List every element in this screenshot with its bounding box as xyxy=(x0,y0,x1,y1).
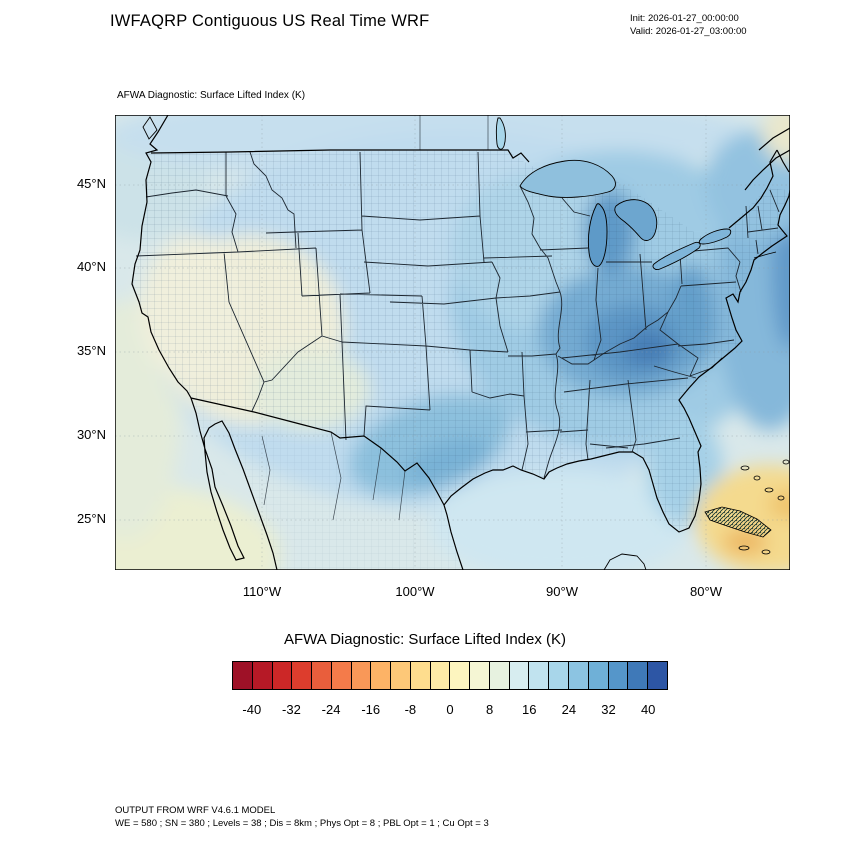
colorbar-tick-label: 16 xyxy=(522,702,537,717)
colorbar-cell xyxy=(232,661,253,690)
international-internal-boundaries xyxy=(261,115,489,521)
colorbar-cell xyxy=(647,661,668,690)
colorbar-cell xyxy=(409,661,431,690)
lat-tick-label: 30°N xyxy=(76,427,106,442)
colorbar-cell xyxy=(311,661,332,690)
lon-tick-label: 100°W xyxy=(395,584,435,599)
colorbar-cell xyxy=(271,661,293,690)
colorbar-tick-label: 40 xyxy=(640,702,656,717)
colorbar-cell xyxy=(429,661,451,690)
colorbar-title: AFWA Diagnostic: Surface Lifted Index (K… xyxy=(283,631,567,648)
colorbar-cell xyxy=(607,661,629,690)
coastlines xyxy=(131,115,790,570)
lat-tick-label: 35°N xyxy=(76,343,106,358)
colorbar-cell xyxy=(488,661,510,690)
map-variable-label: AFWA Diagnostic: Surface Lifted Index (K… xyxy=(117,90,306,101)
colorbar-tick-label: -24 xyxy=(321,702,341,717)
colorbar-tick-label: -40 xyxy=(242,702,262,717)
footer-config-line: WE = 580 ; SN = 380 ; Levels = 38 ; Dis … xyxy=(115,818,489,829)
colorbar-cell xyxy=(508,661,530,690)
init-time: Init: 2026-01-27_00:00:00 xyxy=(630,13,739,24)
footer-model-line: OUTPUT FROM WRF V4.6.1 MODEL xyxy=(115,805,276,816)
lon-tick-label: 80°W xyxy=(690,584,722,599)
caribbean-islands xyxy=(704,459,790,555)
valid-time: Valid: 2026-01-27_03:00:00 xyxy=(630,26,747,37)
colorbar-tick-label: 0 xyxy=(446,702,454,717)
conus-map-graphic xyxy=(115,115,790,570)
colorbar-tick-label: 8 xyxy=(486,702,494,717)
run-info: Init: 2026-01-27_00:00:00 Valid: 2026-01… xyxy=(630,12,747,38)
colorbar-cell xyxy=(350,661,372,690)
colorbar-tick-label: -8 xyxy=(404,702,417,717)
great-lakes xyxy=(495,117,732,270)
colorbar-cell xyxy=(449,661,471,690)
colorbar-cell xyxy=(587,661,609,690)
colorbar-cell xyxy=(291,661,313,690)
colorbar-cell xyxy=(469,661,490,690)
lat-tick-label: 25°N xyxy=(76,511,106,526)
lat-tick-label: 45°N xyxy=(76,176,106,191)
colorbar xyxy=(232,661,668,690)
colorbar-tick-label: -32 xyxy=(282,702,301,717)
lon-tick-label: 90°W xyxy=(546,584,578,599)
colorbar-tick-label: -16 xyxy=(361,702,381,717)
colorbar-cell xyxy=(390,661,411,690)
colorbar-tick-label: 32 xyxy=(601,702,616,717)
page-title: IWFAQRP Contiguous US Real Time WRF xyxy=(110,12,430,30)
colorbar-cell xyxy=(528,661,550,690)
colorbar-cell xyxy=(251,661,273,690)
lat-tick-label: 40°N xyxy=(76,259,106,274)
colorbar-cell xyxy=(568,661,589,690)
colorbar-tick-label: 24 xyxy=(561,702,577,717)
colorbar-cell xyxy=(330,661,352,690)
county-boundaries xyxy=(132,150,790,570)
colorbar-cell xyxy=(627,661,649,690)
colorbar-cell xyxy=(548,661,570,690)
lon-tick-label: 110°W xyxy=(242,584,282,599)
footer: OUTPUT FROM WRF V4.6.1 MODEL WE = 580 ; … xyxy=(115,804,489,830)
state-boundaries xyxy=(135,151,780,479)
colorbar-cell xyxy=(370,661,392,690)
